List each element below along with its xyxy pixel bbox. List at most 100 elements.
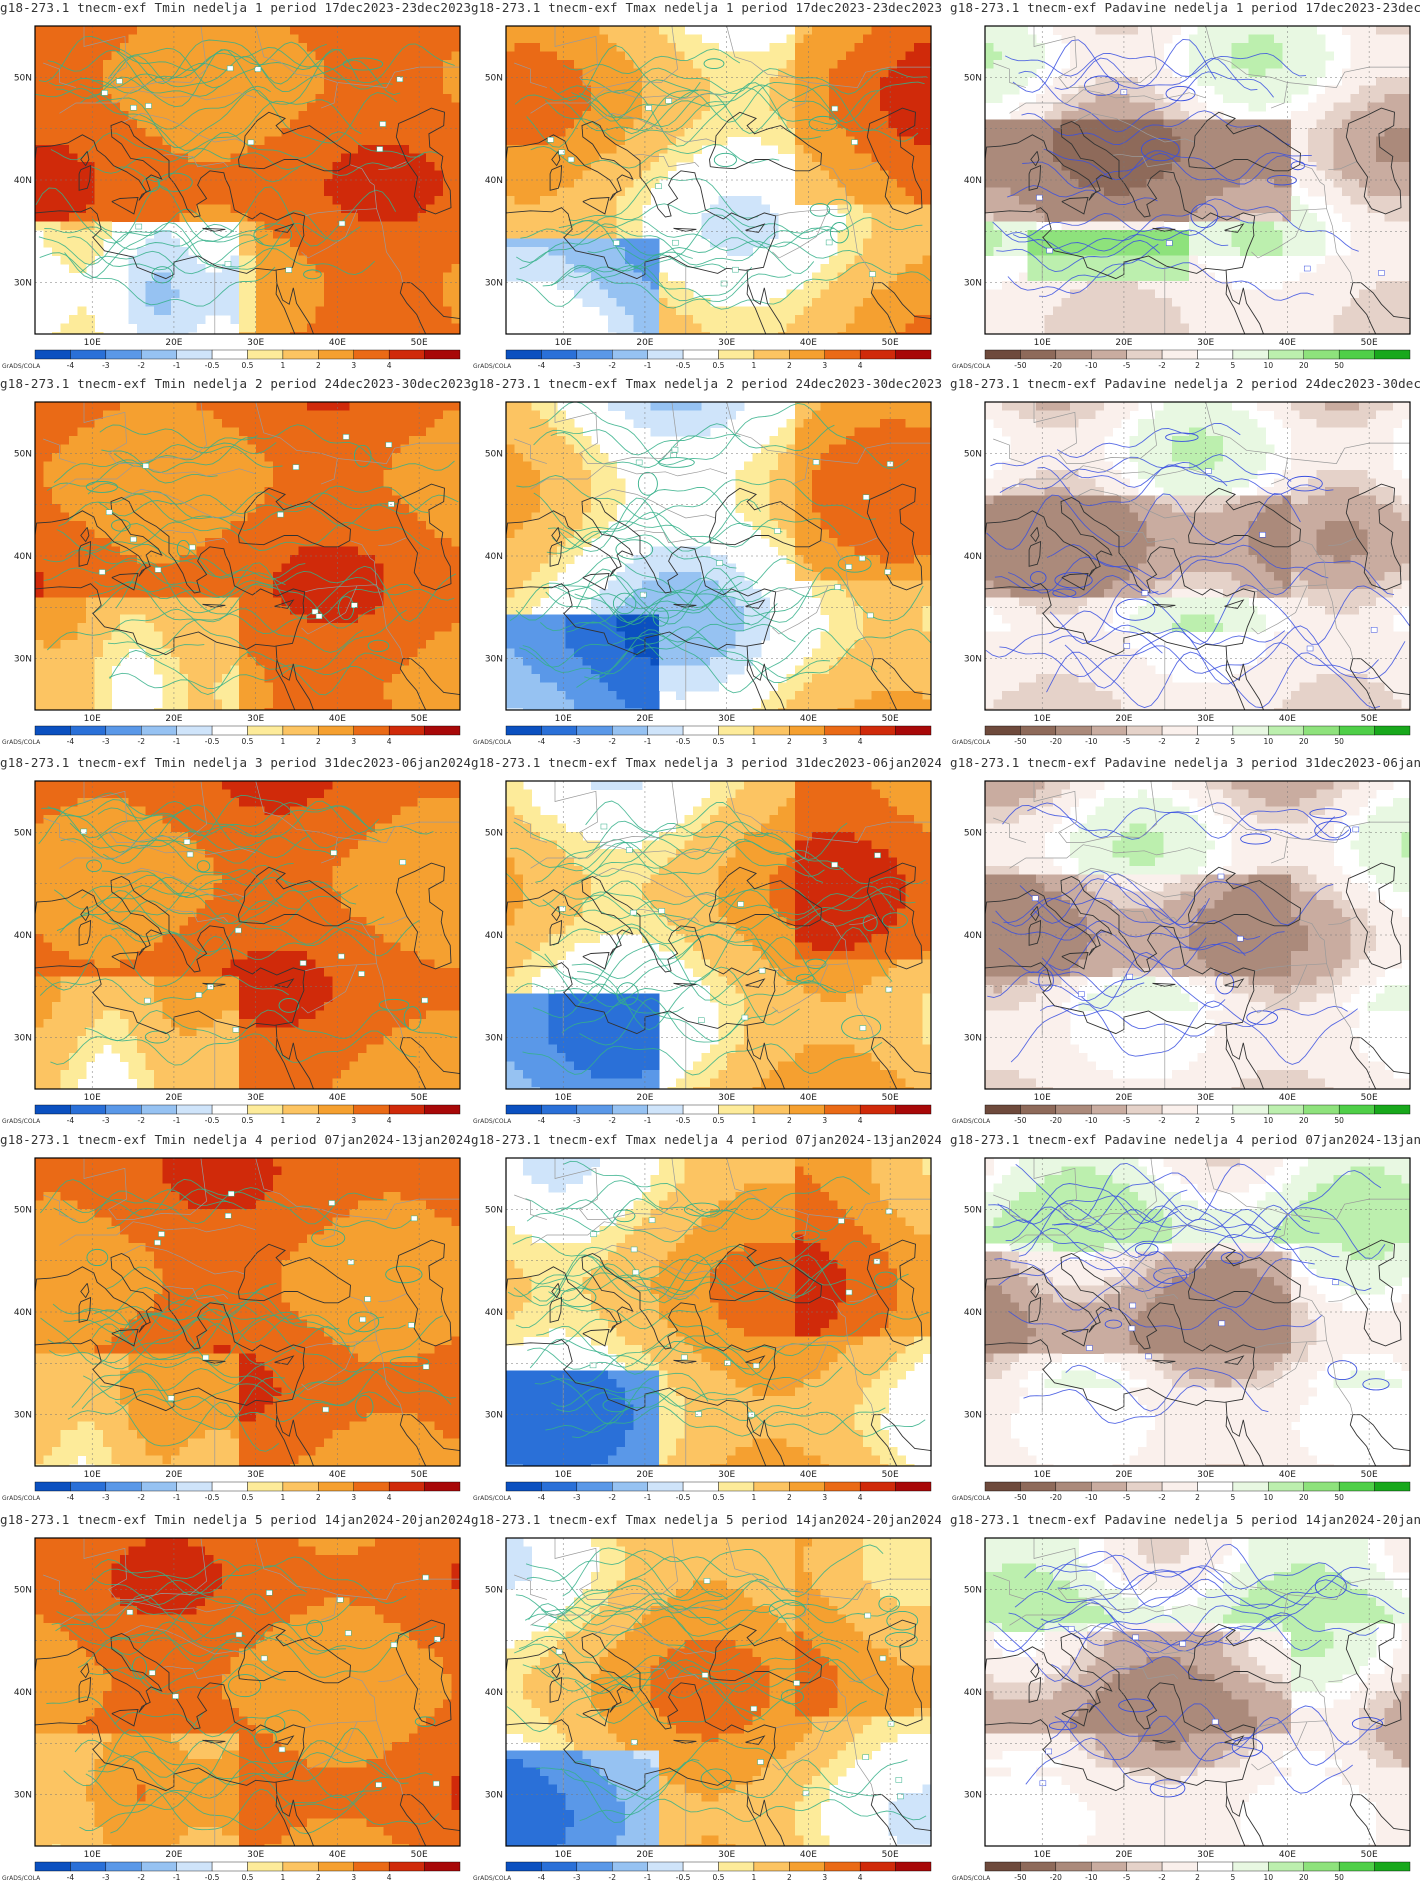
lat-tick-label: 30N [964,1034,982,1044]
lat-tick-label: 50N [964,73,982,83]
colorbar-swatch [1020,1104,1057,1115]
colorbar-label: -1 [173,1116,181,1125]
colorbar-swatch [647,725,684,736]
colorbar-swatch [1126,1861,1163,1872]
lat-tick-label: 40N [14,1688,32,1698]
colorbar-swatch [1126,725,1163,736]
colorbar-label: 20 [1299,1116,1309,1125]
lon-tick-label: 10E [1034,1470,1051,1480]
colorbar-swatch [647,349,684,360]
lon-tick-label: 20E [165,1470,182,1480]
colorbar-swatch [682,349,719,360]
colorbar-swatch [753,1104,790,1115]
lon-tick-label: 10E [84,338,101,348]
panel-title: g18-273.1 tnecm-exf Tmax nedelja 3 perio… [471,755,941,777]
colorbar-swatch [895,725,932,736]
lon-tick-label: 50E [882,338,899,348]
grads-credit: GrADS/COLA [952,1118,991,1125]
colorbar-label: -0.5 [205,1116,220,1125]
colorbar-label: -4 [67,737,75,746]
colorbar-swatch [612,349,648,360]
colorbar-swatch [424,1104,461,1115]
lon-tick-label: 40E [800,1470,817,1480]
lon-tick-label: 50E [1361,1470,1378,1480]
colorbar-label: -20 [1050,1116,1062,1125]
colorbar-label: 4 [387,1873,392,1882]
colorbar-label: 4 [387,361,392,370]
colorbar-label: 10 [1264,737,1274,746]
map-canvas: 10E 20E 30E 40E 50E 50N 40N 30N -4 -3 -2 -1 -0.5 0.5 1… [473,780,932,1125]
colorbar-swatch [1091,1104,1127,1115]
colorbar-swatch [895,1861,932,1872]
lon-tick-label: 10E [1034,1850,1051,1860]
lon-tick-label: 10E [1034,338,1051,348]
colorbar-label: -2 [138,1116,146,1125]
map-canvas: 10E 20E 30E 40E 50E 50N 40N 30N -4 -3 -2 -1 -0.5 0.5 1… [473,1537,932,1882]
colorbar-swatch [1338,1861,1375,1872]
colorbar-swatch [1338,1481,1375,1492]
colorbar-swatch [318,1861,354,1872]
panel-title: g18-273.1 tnecm-exf Padavine nedelja 4 p… [950,1132,1420,1154]
colorbar: -4 -3 -2 -1 -0.5 0.5 1 2 3 4 [34,1481,461,1502]
colorbar-label: 5 [1231,1873,1236,1882]
lat-tick-label: 50N [485,828,503,838]
lon-tick-label: 40E [800,338,817,348]
colorbar: -4 -3 -2 -1 -0.5 0.5 1 2 3 4 [34,725,461,746]
shaded-field [985,402,1410,710]
lon-tick-label: 20E [636,338,653,348]
lat-tick-label: 30N [14,1791,32,1801]
colorbar-label: 0.5 [713,1116,725,1125]
lon-tick-label: 40E [800,1850,817,1860]
colorbar-swatch [1303,1861,1340,1872]
colorbar-swatch [1020,349,1057,360]
lat-tick-label: 30N [14,1411,32,1421]
colorbar-swatch [1126,1481,1163,1492]
lon-tick-label: 20E [636,714,653,724]
grads-credit: GrADS/COLA [473,1118,512,1125]
colorbar-swatch [318,349,354,360]
colorbar-label: -0.5 [205,737,220,746]
panel-title: g18-273.1 tnecm-exf Tmin nedelja 5 perio… [0,1512,470,1534]
colorbar-label: -3 [573,737,581,746]
colorbar-swatch [1091,1861,1127,1872]
lon-tick-label: 10E [555,338,572,348]
colorbar-label: -0.5 [205,1493,220,1502]
lon-tick-label: 40E [1279,1093,1296,1103]
colorbar-swatch [612,725,648,736]
lon-tick-label: 50E [1361,338,1378,348]
colorbar-swatch [789,1481,825,1492]
colorbar-swatch [105,1481,142,1492]
colorbar-label: 1 [752,1873,757,1882]
lat-tick-label: 30N [964,655,982,665]
colorbar-swatch [1303,725,1340,736]
colorbar-swatch [1232,1481,1269,1492]
lon-tick-label: 20E [165,338,182,348]
colorbar-swatch [1268,349,1304,360]
colorbar-swatch [247,725,284,736]
shaded-field [506,1158,931,1466]
colorbar-swatch [859,349,896,360]
lon-tick-label: 10E [555,1093,572,1103]
lon-tick-label: 50E [411,1850,428,1860]
lon-tick-label: 30E [718,338,735,348]
grads-credit: GrADS/COLA [2,1118,41,1125]
map-panel: g18-273.1 tnecm-exf Tmax nedelja 4 perio… [471,1132,941,1508]
lon-tick-label: 10E [555,1470,572,1480]
lon-tick-label: 40E [1279,1470,1296,1480]
map-canvas: 10E 20E 30E 40E 50E 50N 40N 30N -4 -3 -2 -1 -0.5 0.5 1… [2,25,461,370]
lat-tick-label: 40N [964,931,982,941]
lon-tick-label: 50E [1361,1850,1378,1860]
colorbar-label: 2 [1195,361,1200,370]
shaded-field [506,781,931,1089]
colorbar-label: 3 [351,1493,356,1502]
colorbar-label: 5 [1231,737,1236,746]
colorbar-swatch [859,725,896,736]
map-canvas: 10E 20E 30E 40E 50E 50N 40N 30N -4 -3 -2 -1 -0.5 0.5 1… [473,25,932,370]
colorbar-swatch [1338,1104,1375,1115]
lon-tick-label: 40E [329,338,346,348]
colorbar-swatch [176,1861,213,1872]
colorbar-swatch [353,1104,390,1115]
colorbar-swatch [1055,725,1092,736]
colorbar-label: -1 [173,361,181,370]
colorbar-label: -20 [1050,737,1062,746]
